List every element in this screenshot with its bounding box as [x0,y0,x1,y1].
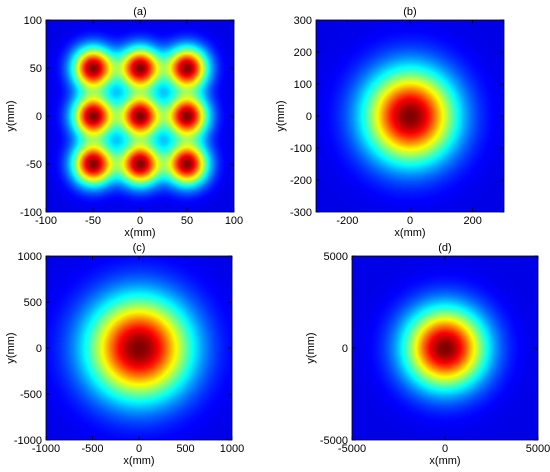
y-tick-label-d: 0 [342,343,348,355]
y-tick-label-b: -100 [290,143,312,155]
x-axis-label-d: x(mm) [429,455,460,467]
panel-c: -1000 -500 0 500 1000 -1000 -500 0 500 1000 (c) x(m… [5,242,244,467]
x-tick-label-b: 200 [463,215,481,227]
x-axis-label-b: x(mm) [394,227,425,239]
x-tick-label-b: -200 [336,215,358,227]
y-tick-label-a: -100 [20,207,42,219]
panel-title-d: (d) [438,242,451,254]
x-tick-label-b: 0 [407,215,413,227]
panel-a: -100 -50 0 50 100 -100 -50 0 50 100 (a) x(mm) y(mm) [5,6,243,239]
y-axis-label-b: y(mm) [275,100,287,131]
x-axis-label-c: x(mm) [123,455,154,467]
panel-title-a: (a) [133,6,146,18]
y-axis-label-d: y(mm) [305,332,317,363]
y-tick-label-b: 200 [294,47,312,59]
x-tick-label-a: 100 [225,215,243,227]
panel-d: -5000 0 5000 -5000 0 5000 (d) x(mm) y(mm) [305,242,550,467]
y-tick-label-b: 100 [294,79,312,91]
x-tick-label-a: -50 [85,215,101,227]
x-tick-label-d: 5000 [526,443,550,455]
x-tick-label-d: -5000 [338,443,366,455]
panel-b: -200 0 200 -300 -200 -100 0 100 200 300 (b) x(mm) y(… [275,6,505,239]
y-tick-label-c: 1000 [18,251,42,263]
y-tick-label-a: 100 [24,15,42,27]
x-tick-label-c: 1000 [220,443,244,455]
x-tick-label-c: -500 [81,443,103,455]
x-tick-label-c: 500 [176,443,194,455]
y-tick-label-c: 0 [36,343,42,355]
panel-title-b: (b) [403,6,416,18]
heatmap-image-a [46,20,234,212]
x-tick-label-c: -1000 [32,443,60,455]
y-tick-label-c: 500 [24,297,42,309]
y-tick-label-b: 300 [294,15,312,27]
y-tick-label-d: 5000 [324,251,348,263]
heatmap-image-b [316,20,504,212]
y-axis-label-c: y(mm) [5,332,17,363]
x-tick-label-c: 0 [136,443,142,455]
x-axis-label-a: x(mm) [124,227,155,239]
y-tick-label-c: -1000 [14,435,42,447]
y-tick-label-a: 50 [30,63,42,75]
panel-title-c: (c) [133,242,146,254]
x-tick-label-a: 0 [137,215,143,227]
y-tick-label-d: -5000 [320,435,348,447]
x-tick-label-a: 50 [181,215,193,227]
y-tick-label-b: -200 [290,175,312,187]
y-tick-label-a: 0 [36,111,42,123]
y-tick-label-b: -300 [290,207,312,219]
y-tick-label-b: 0 [306,111,312,123]
y-tick-label-c: -500 [20,389,42,401]
y-tick-label-a: -50 [26,159,42,171]
x-tick-label-d: 0 [442,443,448,455]
y-axis-label-a: y(mm) [5,100,17,131]
heatmap-image-d [352,256,538,440]
heatmap-image-c [46,256,232,440]
x-tick-label-a: -100 [35,215,57,227]
